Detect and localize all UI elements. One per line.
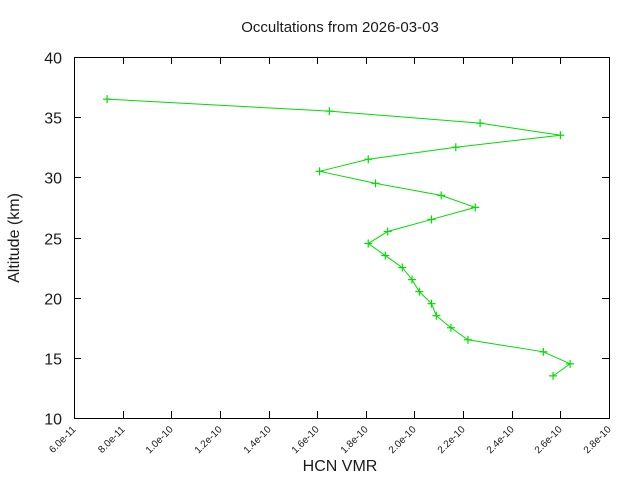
plot-area bbox=[74, 57, 610, 419]
x-axis-label: HCN VMR bbox=[303, 458, 378, 475]
plus-marker-icon bbox=[451, 143, 460, 152]
x-tick-label: 2.6e-10 bbox=[533, 424, 565, 456]
plus-marker-icon bbox=[471, 203, 480, 212]
plus-marker-icon bbox=[381, 251, 390, 260]
plus-marker-icon bbox=[371, 179, 380, 188]
x-tick-label: 8.0e-11 bbox=[96, 424, 128, 456]
x-tick-label: 1.0e-10 bbox=[144, 424, 176, 456]
plus-marker-icon bbox=[566, 359, 575, 368]
plus-marker-icon bbox=[427, 215, 436, 224]
y-tick-label: 15 bbox=[44, 352, 62, 369]
x-tick-label: 6.0e-11 bbox=[47, 424, 79, 456]
plus-marker-icon bbox=[325, 107, 334, 116]
plus-marker-icon bbox=[539, 347, 548, 356]
chart-title: Occultations from 2026-03-03 bbox=[241, 19, 439, 36]
plus-marker-icon bbox=[549, 371, 558, 380]
plot-border bbox=[74, 57, 610, 419]
plus-marker-icon bbox=[432, 311, 441, 320]
plus-marker-icon bbox=[437, 191, 446, 200]
x-tick-label: 2.0e-10 bbox=[387, 424, 419, 456]
y-tick-label: 20 bbox=[44, 292, 62, 309]
series-line bbox=[107, 98, 572, 377]
plus-marker-icon bbox=[415, 287, 424, 296]
x-tick-label: 1.8e-10 bbox=[339, 424, 371, 456]
plus-marker-icon bbox=[446, 323, 455, 332]
plus-marker-icon bbox=[427, 299, 436, 308]
y-tick-label: 35 bbox=[44, 111, 62, 128]
plus-marker-icon bbox=[476, 119, 485, 128]
plus-marker-icon bbox=[408, 275, 417, 284]
x-tick-label: 2.2e-10 bbox=[436, 424, 468, 456]
y-tick-label: 25 bbox=[44, 232, 62, 249]
plus-marker-icon bbox=[383, 227, 392, 236]
x-axis: 6.0e-11 8.0e-11 1.0e-10 1.2e-10 1.4e-10 1.6e-… bbox=[47, 57, 614, 456]
plus-marker-icon bbox=[364, 239, 373, 248]
plus-marker-icon bbox=[398, 263, 407, 272]
plus-marker-icon bbox=[556, 131, 565, 140]
y-tick-label: 10 bbox=[44, 412, 62, 429]
plus-marker-icon bbox=[364, 155, 373, 164]
plus-marker-icon bbox=[463, 335, 472, 344]
y-axis: 10 15 20 25 30 35 40 bbox=[44, 51, 609, 429]
y-axis-label: Altitude (km) bbox=[6, 193, 23, 283]
plus-marker-icon bbox=[315, 167, 324, 176]
x-tick-label: 2.4e-10 bbox=[485, 424, 517, 456]
x-tick-label: 1.2e-10 bbox=[193, 424, 225, 456]
x-tick-label: 1.6e-10 bbox=[290, 424, 322, 456]
x-tick-label: 2.8e-10 bbox=[582, 424, 614, 456]
x-tick-label: 1.4e-10 bbox=[242, 424, 274, 456]
y-tick-label: 30 bbox=[44, 171, 62, 188]
data-series bbox=[103, 95, 575, 380]
y-tick-label: 40 bbox=[44, 51, 62, 68]
plus-marker-icon bbox=[103, 95, 112, 104]
